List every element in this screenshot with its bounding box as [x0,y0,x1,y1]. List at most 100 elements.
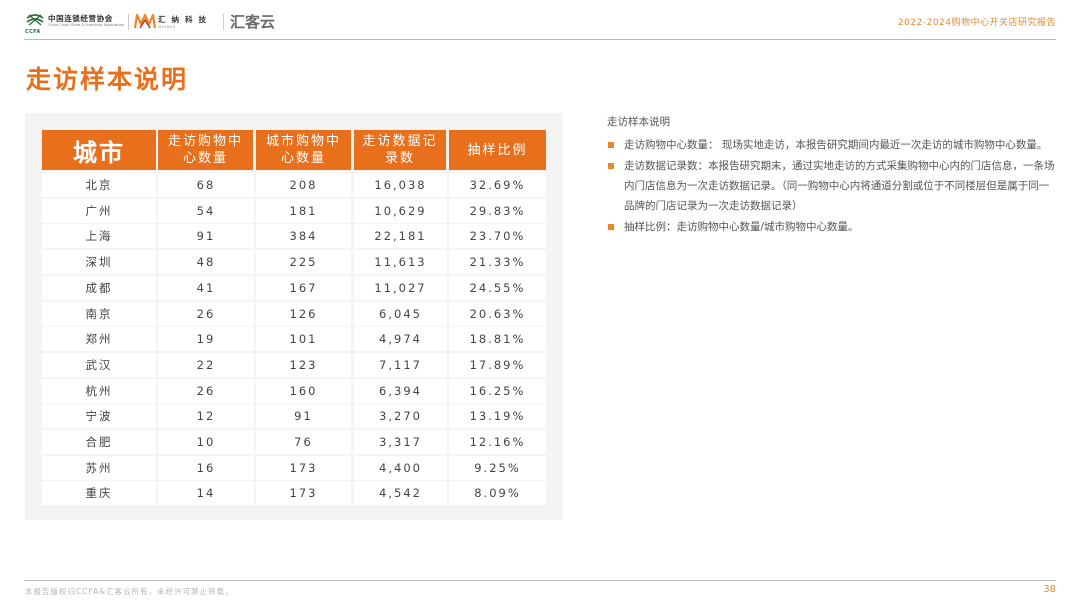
note-item: 抽样比例：走访购物中心数量/城市购物中心数量。 [607,217,1059,237]
column-header-sampling-ratio: 抽样比例 [447,130,546,170]
table-row: 宁波 12 91 3,270 13.19% [42,404,546,430]
note-item: 走访购物中心数量： 现场实地走访，本报告研究期间内最近一次走访的城市购物中心数量… [607,135,1059,155]
cell-records: 6,394 [354,378,447,403]
square-bullet-icon [608,163,614,169]
cell-visited-malls: 14 [158,481,254,506]
cell-records: 4,974 [354,327,447,352]
note-text: 走访数据记录数：本报告研究期末，通过实地走访的方式采集购物中心内的门店信息，一条… [624,160,1055,212]
page-number: 38 [1043,584,1056,595]
cell-city: 苏州 [42,455,156,480]
cell-sampling-ratio: 20.63% [449,301,546,326]
square-bullet-icon [608,142,614,148]
cell-sampling-ratio: 17.89% [449,352,546,377]
note-text: 抽样比例：走访购物中心数量/城市购物中心数量。 [624,221,859,233]
table-row: 深圳 48 225 11,613 21.33% [42,250,546,276]
cell-sampling-ratio: 21.33% [449,250,546,275]
sample-table: 城市 走访购物中心数量 城市购物中心数量 走访数据记录数 抽样比例 北京 68 20… [25,113,563,520]
cell-records: 3,270 [354,404,447,429]
ccfa-logo: 中国连锁经营协会 China Chain Store & Franchise A… [25,12,125,35]
column-header-city-malls: 城市购物中心数量 [254,130,351,170]
cell-sampling-ratio: 16.25% [449,378,546,403]
winner-name: 汇纳科技 [158,15,212,24]
cell-visited-malls: 22 [158,352,254,377]
cell-sampling-ratio: 29.83% [449,198,546,223]
cell-sampling-ratio: 24.55% [449,275,546,300]
cell-sampling-ratio: 9.25% [449,455,546,480]
cell-city: 南京 [42,301,156,326]
column-header-city: 城市 [42,130,156,170]
cell-records: 4,400 [354,455,447,480]
winner-name-en: WINNER [158,25,176,29]
cell-sampling-ratio: 23.70% [449,224,546,249]
cell-city-malls: 101 [256,327,351,352]
cell-city-malls: 173 [256,455,351,480]
cell-visited-malls: 19 [158,327,254,352]
column-header-records: 走访数据记录数 [352,130,446,170]
copyright-notice: 本报告版权归CCFA&汇客云所有，未经许可禁止转载。 [25,587,234,596]
cell-visited-malls: 48 [158,250,254,275]
table-row: 郑州 19 101 4,974 18.81% [42,327,546,353]
table-row: 重庆 14 173 4,542 8.09% [42,481,546,507]
page-header: 中国连锁经营协会 China Chain Store & Franchise A… [0,0,1080,40]
cell-city-malls: 384 [256,224,351,249]
header-divider [24,39,1056,40]
cell-visited-malls: 91 [158,224,254,249]
cell-city-malls: 160 [256,378,351,403]
cell-sampling-ratio: 18.81% [449,327,546,352]
cell-city: 郑州 [42,327,156,352]
cell-records: 16,038 [354,173,447,197]
cell-sampling-ratio: 32.69% [449,173,546,197]
cell-visited-malls: 54 [158,198,254,223]
logo-divider [128,14,129,30]
cell-city: 成都 [42,275,156,300]
cell-visited-malls: 26 [158,301,254,326]
cell-city-malls: 167 [256,275,351,300]
cell-city: 重庆 [42,481,156,506]
cell-sampling-ratio: 13.19% [449,404,546,429]
logo-divider [223,14,224,30]
cell-records: 6,045 [354,301,447,326]
huikeyun-logo: 汇客云 [230,13,276,31]
cell-sampling-ratio: 8.09% [449,481,546,506]
cell-visited-malls: 41 [158,275,254,300]
table-row: 苏州 16 173 4,400 9.25% [42,455,546,482]
cell-records: 11,027 [354,275,447,300]
ccfa-name-en: China Chain Store & Franchise Associatio… [48,23,125,27]
table-row: 上海 91 384 22,181 23.70% [42,224,546,250]
cell-visited-malls: 68 [158,173,254,197]
table-row: 合肥 10 76 3,317 12.16% [42,430,546,456]
table-row: 北京 68 208 16,038 32.69% [42,173,546,199]
ccfa-name: 中国连锁经营协会 [48,14,113,23]
cell-city: 广州 [42,198,156,223]
table-row: 杭州 26 160 6,394 16.25% [42,378,546,405]
cell-city: 深圳 [42,250,156,275]
ccfa-emblem-icon [26,14,44,26]
table-row: 南京 26 126 6,045 20.63% [42,301,546,328]
cell-records: 22,181 [354,224,447,249]
winner-logo: 汇纳科技 WINNER [134,12,218,32]
cell-city-malls: 76 [256,430,351,454]
ccfa-abbr: CCFA [25,29,41,35]
cell-visited-malls: 16 [158,455,254,480]
cell-city-malls: 208 [256,173,351,197]
cell-records: 11,613 [354,250,447,275]
cell-city: 宁波 [42,404,156,429]
cell-visited-malls: 26 [158,378,254,403]
cell-city: 北京 [42,173,156,197]
cell-city-malls: 225 [256,250,351,275]
cell-sampling-ratio: 12.16% [449,430,546,454]
cell-city: 上海 [42,224,156,249]
cell-city-malls: 173 [256,481,351,506]
winner-emblem-icon [134,13,156,29]
table-row: 广州 54 181 10,629 29.83% [42,198,546,225]
cell-records: 3,317 [354,430,447,454]
cell-city-malls: 181 [256,198,351,223]
report-title: 2022-2024购物中心开关店研究报告 [897,18,1056,28]
cell-visited-malls: 12 [158,404,254,429]
table-row: 武汉 22 123 7,117 17.89% [42,352,546,379]
cell-city: 武汉 [42,352,156,377]
cell-city-malls: 126 [256,301,351,326]
cell-city-malls: 91 [256,404,351,429]
note-text: 走访购物中心数量： 现场实地走访，本报告研究期间内最近一次走访的城市购物中心数量… [624,139,1048,151]
square-bullet-icon [608,224,614,230]
